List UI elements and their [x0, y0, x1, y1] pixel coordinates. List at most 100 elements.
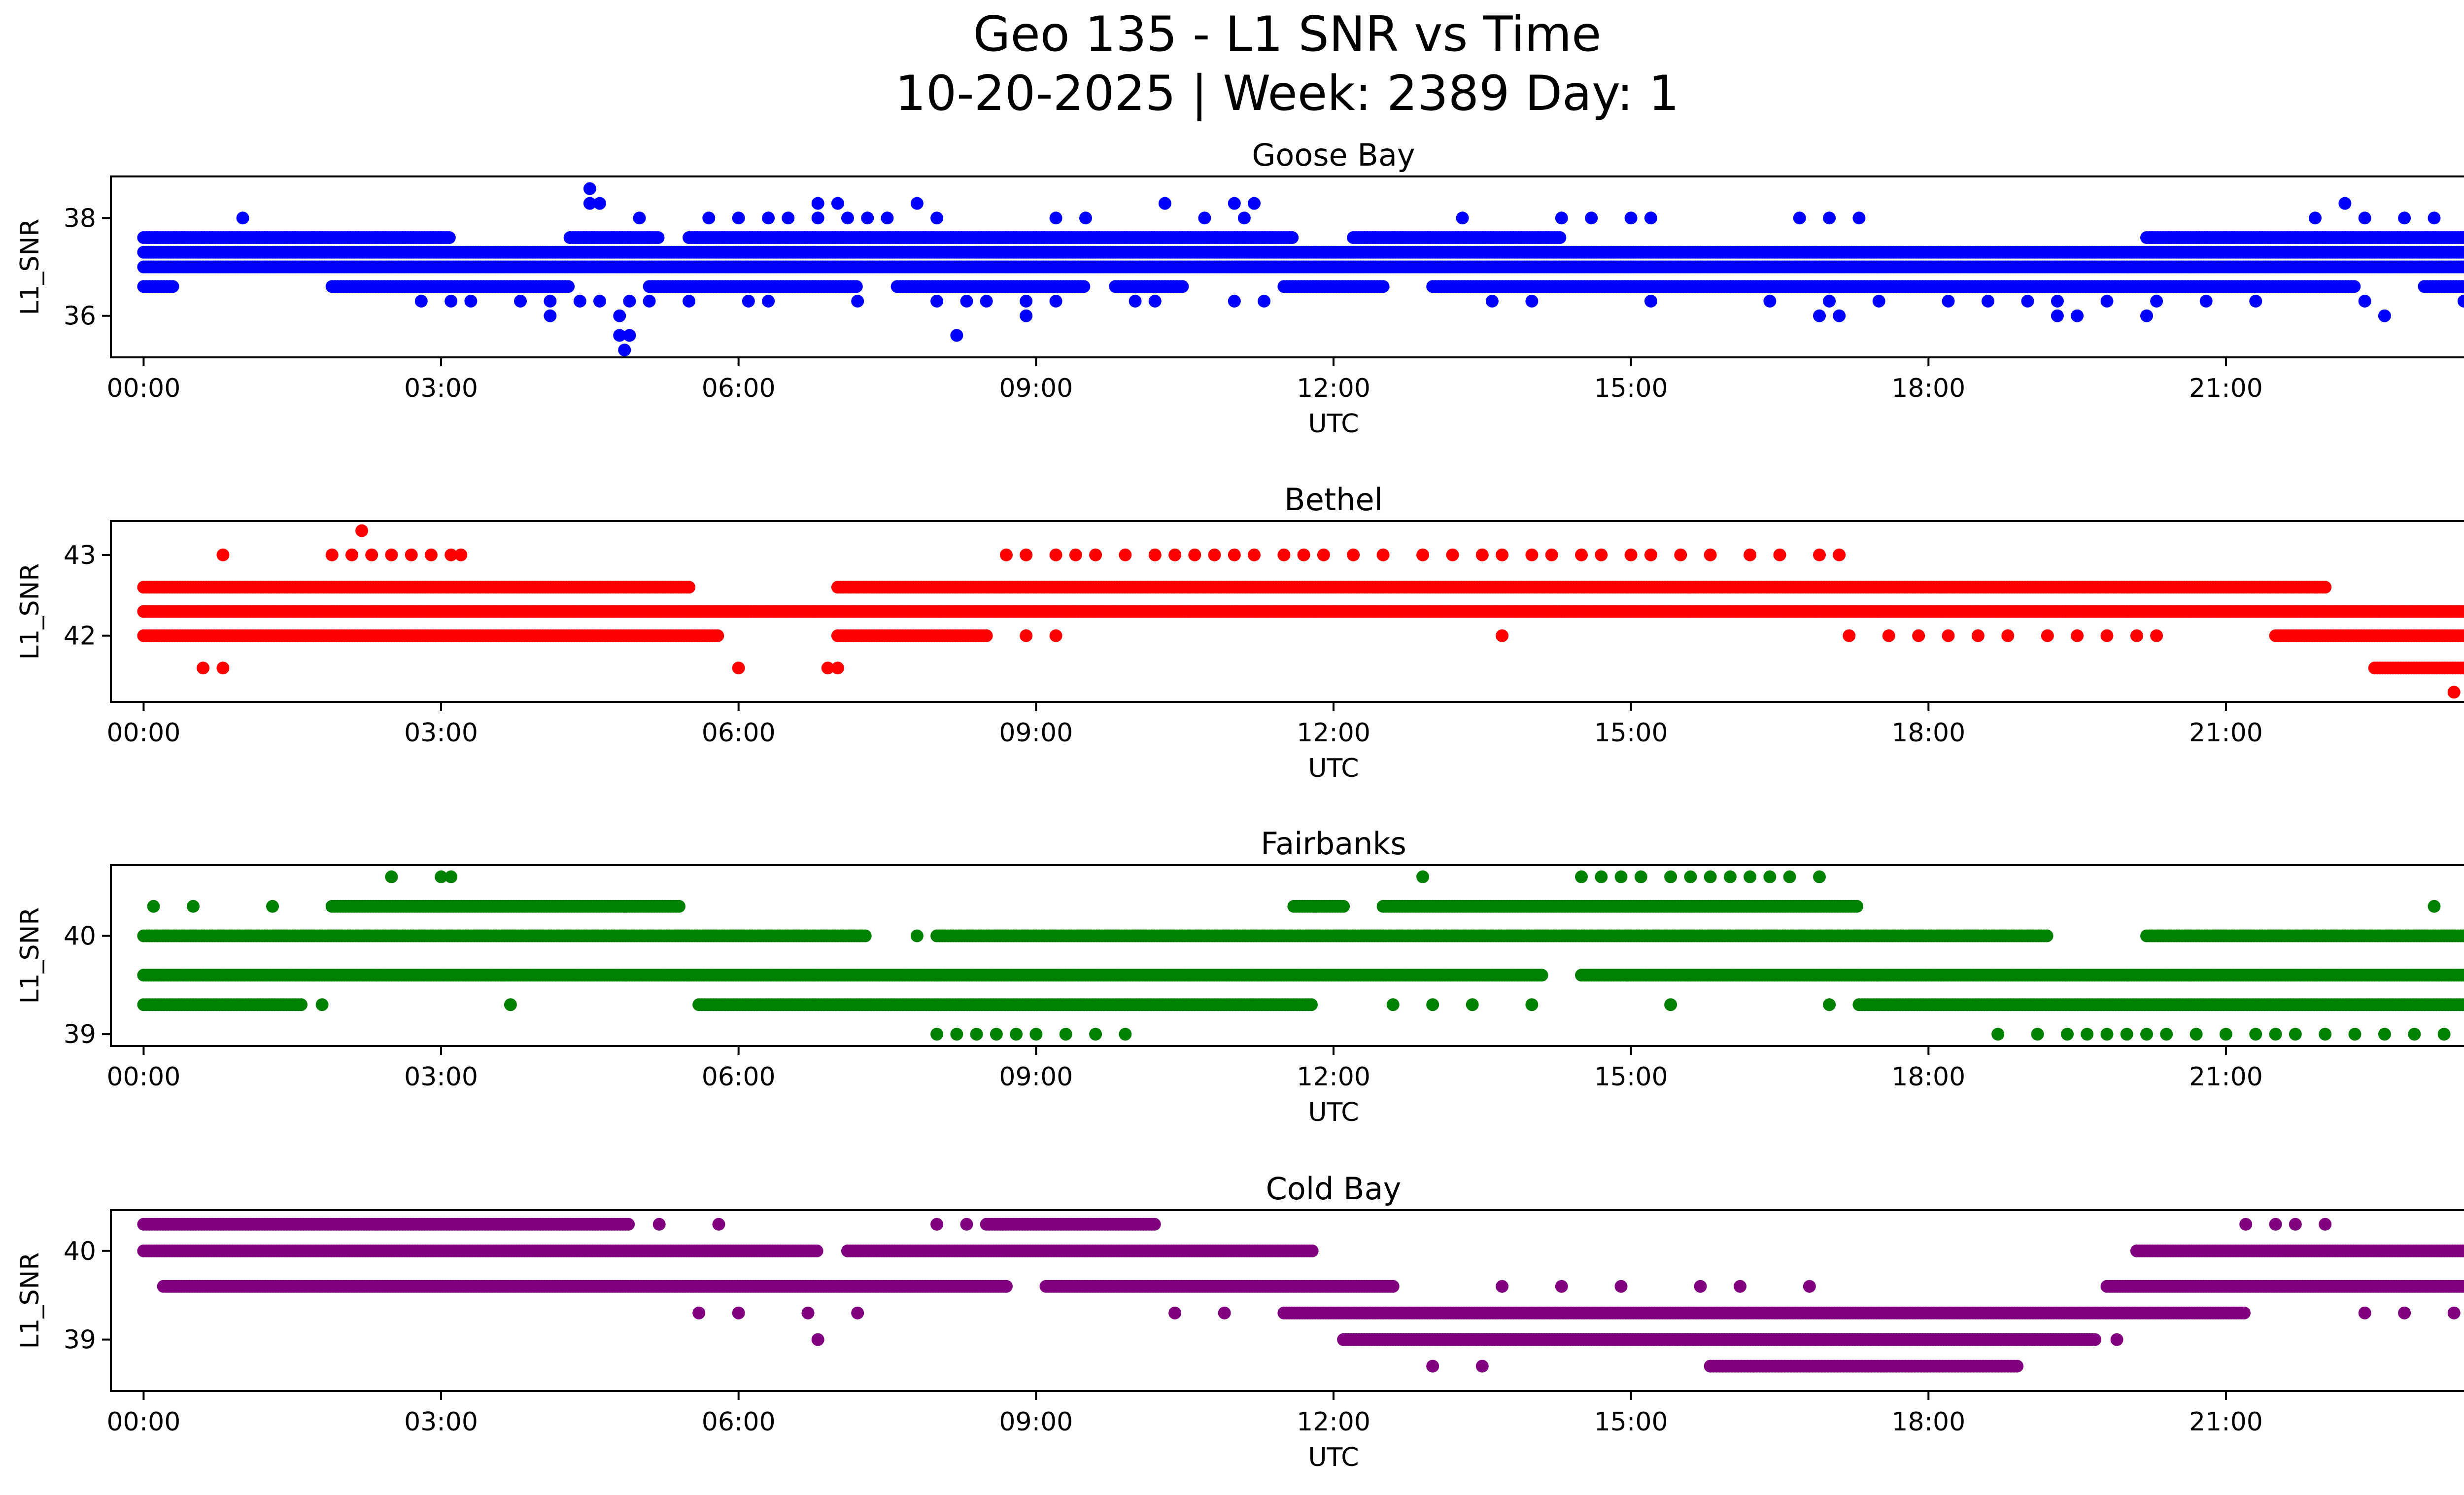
data-point: [850, 280, 863, 293]
data-point: [811, 211, 824, 225]
data-point: [514, 294, 527, 308]
data-point: [593, 197, 606, 210]
data-point: [711, 629, 724, 642]
data-point: [651, 231, 665, 244]
data-point: [1228, 197, 1241, 210]
data-point: [2428, 211, 2441, 225]
data-point: [2338, 197, 2352, 210]
x-tick-label: 09:00: [999, 374, 1073, 403]
data-point: [1077, 280, 1091, 293]
data-point: [960, 294, 973, 308]
data-point: [1872, 294, 1885, 308]
data-point: [2051, 294, 2064, 308]
data-point: [414, 294, 428, 308]
data-point: [2150, 294, 2163, 308]
data-point: [583, 182, 596, 195]
data-point: [2462, 631, 2464, 640]
data-point: [762, 211, 775, 225]
data-point: [1049, 294, 1062, 308]
data-point: [1823, 294, 1836, 308]
data-point: [2462, 281, 2464, 292]
data-point: [1644, 211, 1657, 225]
figure-title-line1: Geo 135 - L1 SNR vs Time: [973, 6, 1602, 63]
data-point: [2378, 309, 2391, 322]
data-point: [683, 581, 696, 594]
data-point: [1942, 294, 1955, 308]
data-point: [1286, 231, 1299, 244]
data-point: [1644, 294, 1657, 308]
data-point: [1158, 197, 1171, 210]
panel-title: Goose Bay: [1252, 137, 1415, 173]
data-point: [2460, 246, 2464, 258]
data-point: [643, 294, 656, 308]
data-point: [2140, 309, 2153, 322]
data-point: [623, 329, 636, 342]
data-point: [1852, 211, 1866, 225]
data-point: [166, 280, 179, 293]
data-point: [1237, 211, 1251, 225]
data-point: [2348, 280, 2361, 293]
data-point: [443, 231, 456, 244]
x-axis-label: UTC: [1308, 409, 1359, 439]
data-point: [445, 294, 458, 308]
data-point: [980, 629, 993, 642]
data-point: [742, 294, 755, 308]
y-tick-label: 38: [64, 204, 96, 233]
data-point: [762, 294, 775, 308]
data-point: [1982, 294, 1994, 308]
data-point: [2462, 263, 2464, 271]
data-point: [583, 197, 596, 210]
data-point: [2460, 605, 2464, 618]
data-point: [1555, 211, 1568, 225]
x-tick-label: 15:00: [1594, 374, 1668, 403]
data-point: [1198, 211, 1211, 225]
data-point: [2358, 211, 2371, 225]
data-point: [683, 294, 696, 308]
data-point: [623, 294, 636, 308]
data-point: [2100, 294, 2114, 308]
data-point: [1763, 294, 1777, 308]
y-axis-label: L1_SNR: [15, 218, 45, 315]
data-point: [1456, 211, 1469, 225]
scatter-points: [137, 182, 2464, 357]
data-point: [1258, 294, 1271, 308]
data-point: [841, 211, 854, 225]
data-point: [613, 309, 626, 322]
data-point: [1813, 309, 1826, 322]
data-point: [573, 294, 586, 308]
data-point: [2021, 294, 2034, 308]
data-point: [2249, 294, 2262, 308]
data-point: [1248, 197, 1261, 210]
data-point: [910, 197, 924, 210]
data-point: [2460, 261, 2464, 273]
data-point: [1020, 309, 1033, 322]
data-point: [950, 329, 963, 342]
data-point: [2460, 629, 2464, 642]
x-tick-label: 06:00: [702, 374, 776, 403]
data-point: [1020, 294, 1033, 308]
data-point: [2460, 231, 2464, 244]
data-point: [930, 211, 944, 225]
data-point: [1525, 294, 1539, 308]
data-point: [811, 197, 824, 210]
data-point: [980, 294, 993, 308]
data-point: [2051, 309, 2064, 322]
scatter-points: [137, 524, 2464, 699]
data-point: [2199, 294, 2213, 308]
y-tick-label: 36: [64, 302, 96, 331]
data-point: [236, 211, 249, 225]
data-point: [861, 211, 874, 225]
data-point: [1624, 211, 1638, 225]
data-point: [2462, 248, 2464, 257]
data-point: [1585, 211, 1598, 225]
data-point: [702, 211, 716, 225]
data-point: [2462, 607, 2464, 616]
data-point: [1833, 309, 1846, 322]
data-point: [2358, 294, 2371, 308]
data-point: [1376, 280, 1390, 293]
data-point: [2309, 211, 2322, 225]
data-point: [1823, 211, 1836, 225]
x-tick-label: 18:00: [1891, 374, 1965, 403]
